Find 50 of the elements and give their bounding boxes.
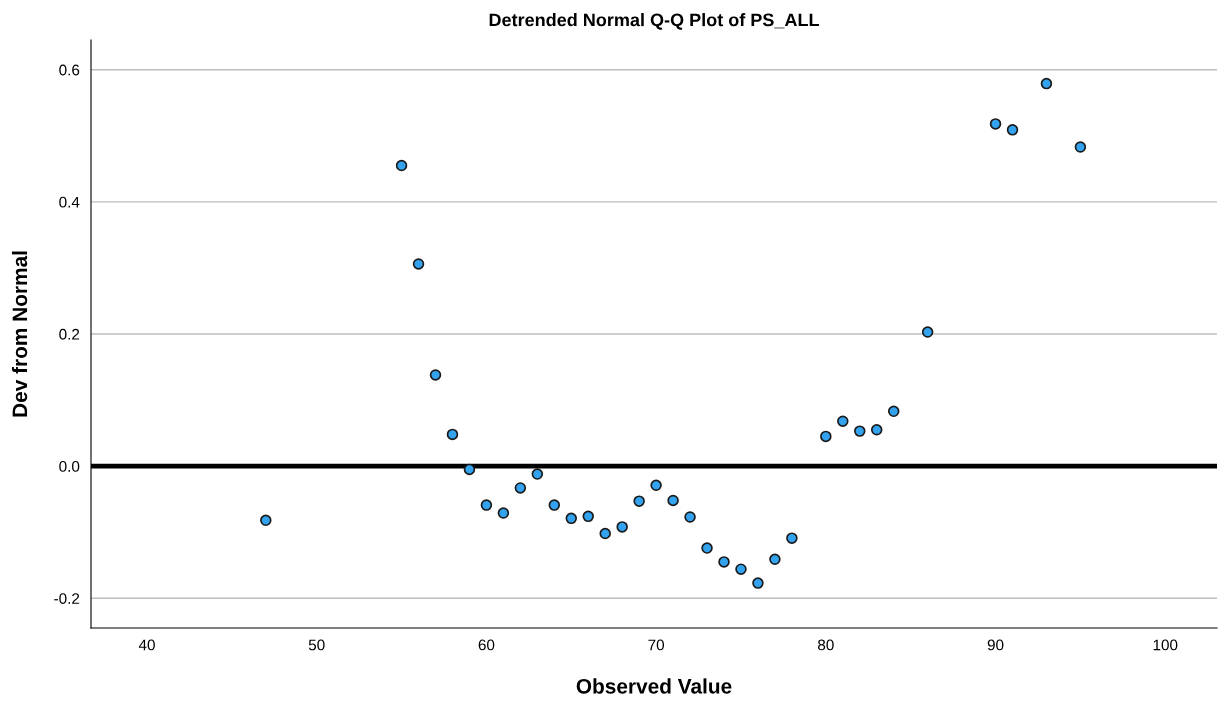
x-tick-label: 50 <box>308 639 325 651</box>
x-tick-label: 40 <box>138 639 155 651</box>
x-tick-label: 100 <box>1153 639 1178 651</box>
point <box>1006 124 1019 136</box>
point <box>429 369 442 381</box>
point <box>870 424 883 436</box>
point <box>395 159 408 172</box>
y-tick-label: 0.4 <box>59 196 80 208</box>
y-tick-label: 0.6 <box>59 64 80 76</box>
point <box>1040 77 1053 90</box>
point <box>684 511 696 523</box>
point <box>582 510 594 523</box>
point <box>650 479 662 492</box>
chart-title: Detrended Normal Q-Q Plot of PS_ALL <box>489 13 819 30</box>
point <box>701 542 713 554</box>
x-tick-label: 80 <box>818 639 834 651</box>
point <box>769 553 781 566</box>
point <box>565 512 578 525</box>
y-tick-label: 0.0 <box>59 461 80 472</box>
point <box>463 463 476 476</box>
point <box>854 425 866 437</box>
point <box>497 507 510 519</box>
y-axis-title: Dev from Normal <box>11 251 28 417</box>
x-tick-label: 90 <box>987 639 1004 651</box>
point <box>599 527 611 540</box>
point <box>752 577 764 589</box>
point <box>718 556 730 568</box>
point <box>412 258 425 270</box>
y-tick-label: 0.2 <box>59 328 80 340</box>
y-tick-label: -0.2 <box>54 593 80 604</box>
point <box>837 415 849 427</box>
point <box>786 532 798 544</box>
point <box>514 482 527 494</box>
point <box>633 495 645 507</box>
point <box>616 521 628 533</box>
point <box>531 468 544 480</box>
point <box>480 499 493 511</box>
point <box>446 428 459 441</box>
x-tick-label: 60 <box>478 639 495 651</box>
x-tick-label: 70 <box>648 639 665 651</box>
point <box>735 563 747 575</box>
point <box>667 494 679 507</box>
point <box>921 326 934 338</box>
point <box>1074 141 1087 153</box>
point <box>820 430 832 443</box>
point <box>548 499 561 511</box>
point <box>887 405 900 418</box>
x-axis-title: Observed Value <box>576 678 732 694</box>
point <box>260 514 272 527</box>
point <box>989 118 1002 130</box>
